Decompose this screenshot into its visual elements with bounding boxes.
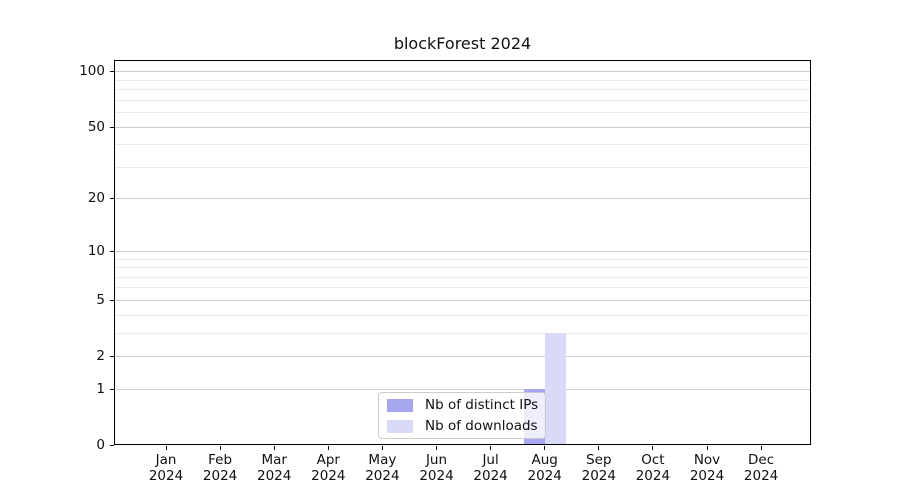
gridline-minor [114,258,811,260]
x-tick-mark [273,446,275,450]
gridline-minor [114,112,811,114]
gridline-major [114,250,811,252]
y-tick-mark [110,356,114,357]
x-tick-year: 2024 [527,468,562,484]
gridline-minor [114,314,811,316]
x-tick-mark [165,446,167,450]
gridline-major [114,71,811,73]
x-tick-label: Nov 2024 [676,452,738,484]
y-tick-label: 100 [79,63,105,80]
x-tick-month: Mar [261,452,287,468]
legend-swatch-distinct-ips [387,398,413,412]
y-tick-mark [110,198,114,200]
gridline-minor [114,287,811,289]
x-tick-label: Aug 2024 [514,452,576,484]
legend-item-distinct-ips: Nb of distinct IPs [387,396,539,414]
x-tick-label: Feb 2024 [189,452,251,484]
x-tick-month: Aug [531,452,558,468]
gridline-minor [114,332,811,334]
x-tick-label: Oct 2024 [622,452,684,484]
y-tick-label: 2 [96,348,105,364]
legend-label-downloads: Nb of downloads [425,418,538,434]
x-tick-month: Oct [641,452,665,468]
plot-border [114,60,811,445]
y-tick-mark [110,126,114,128]
gridline-major [114,126,811,128]
x-tick-year: 2024 [365,468,400,484]
y-tick-mark [110,71,114,73]
x-tick-mark [436,446,437,450]
gridline-major [114,299,811,301]
y-tick-label: 5 [96,291,105,308]
x-tick-year: 2024 [581,468,616,484]
gridline-major [114,198,811,200]
x-tick-year: 2024 [311,468,346,484]
x-tick-label: Apr 2024 [297,452,359,484]
x-tick-mark [598,446,600,450]
x-tick-year: 2024 [743,468,779,484]
y-tick-label: 1 [96,380,105,397]
legend-swatch-downloads [387,419,413,433]
x-tick-month: Feb [208,452,233,468]
gridline-major [114,356,811,357]
legend-label-distinct-ips: Nb of distinct IPs [425,397,539,413]
legend-item-downloads: Nb of downloads [387,417,538,435]
x-tick-label: Mar 2024 [243,452,305,484]
y-tick-mark [110,388,114,390]
y-tick-label: 0 [96,437,105,453]
x-tick-label: Dec 2024 [730,452,792,484]
x-tick-year: 2024 [473,468,508,484]
x-tick-mark [381,446,383,450]
gridline-minor [114,267,811,268]
gridline-minor [114,89,811,91]
x-tick-month: Dec [748,452,775,468]
x-tick-month: May [368,452,397,468]
x-tick-mark [652,446,654,450]
x-tick-year: 2024 [689,468,725,484]
gridline-minor [114,166,811,168]
y-tick-mark [110,445,114,446]
x-tick-label: Jun 2024 [406,452,468,484]
x-tick-month: Apr [316,452,340,468]
legend: Nb of distinct IPs Nb of downloads [378,392,546,439]
gridline-minor [114,276,811,278]
x-tick-month: Nov [693,452,721,468]
x-tick-label: Jul 2024 [460,452,522,484]
x-tick-month: Jul [482,452,499,468]
y-tick-mark [110,250,114,252]
x-tick-mark [490,446,492,450]
gridline-major [114,388,811,390]
x-tick-label: Sep 2024 [568,452,630,484]
x-tick-year: 2024 [419,468,454,484]
x-tick-month: Jan [155,452,177,468]
gridline-minor [114,79,811,81]
x-tick-label: May 2024 [351,452,413,484]
gridline-minor [114,144,811,146]
x-tick-mark [706,446,708,450]
x-tick-mark [760,446,762,450]
x-tick-mark [219,446,221,450]
x-tick-month: Jun [425,452,448,468]
x-tick-year: 2024 [202,468,238,484]
x-tick-year: 2024 [257,468,292,484]
x-tick-year: 2024 [635,468,671,484]
x-tick-mark [327,446,329,450]
bar-nb-of-downloads [544,332,566,445]
chart-title: blockForest 2024 [393,34,532,53]
gridline-minor [114,99,811,101]
x-tick-year: 2024 [148,468,184,484]
x-tick-label: Jan 2024 [135,452,197,484]
y-tick-label: 20 [87,190,105,207]
x-tick-mark [544,446,546,450]
y-tick-label: 50 [87,118,105,135]
y-tick-label: 10 [87,242,105,259]
x-tick-month: Sep [586,452,612,468]
y-tick-mark [110,299,114,301]
